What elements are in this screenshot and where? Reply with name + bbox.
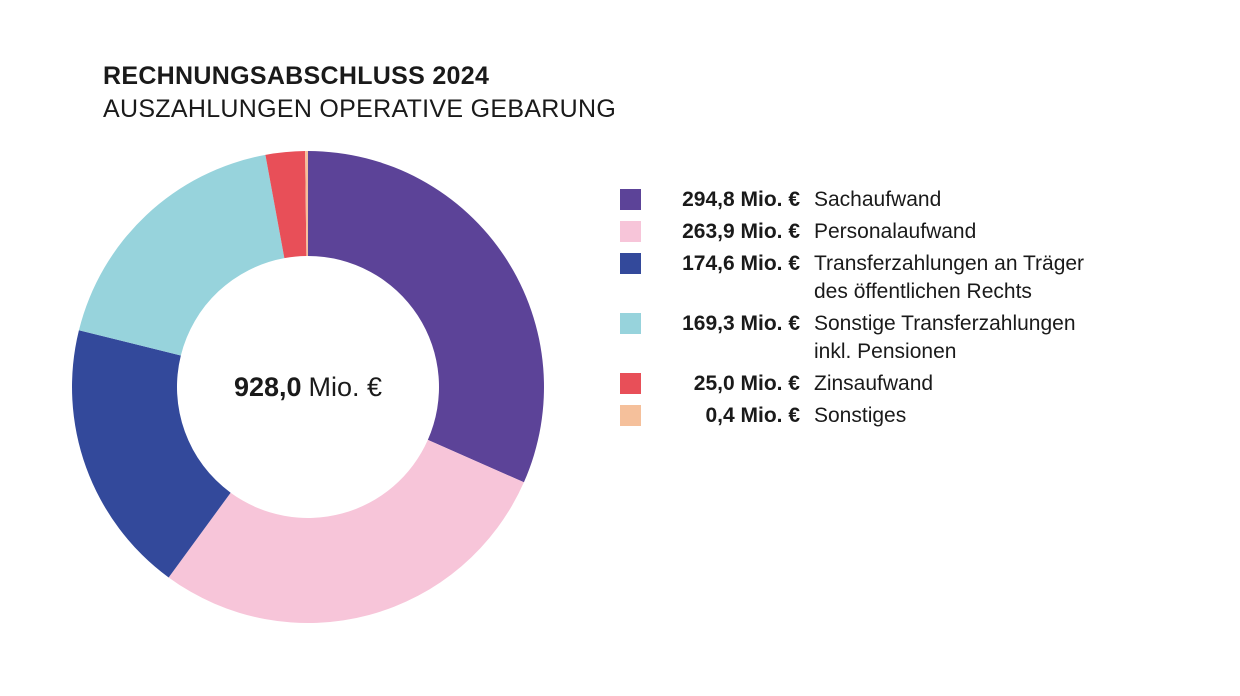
legend-label: Personalaufwand xyxy=(814,220,977,243)
legend-swatch-zinsaufwand xyxy=(620,373,641,394)
donut-chart-area: 928,0 Mio. € xyxy=(72,151,544,623)
donut-segment-transferzahlungen-traeger xyxy=(72,330,231,578)
legend-value: 169,3 Mio. € xyxy=(682,312,800,335)
chart-header: RECHNUNGSABSCHLUSS 2024 AUSZAHLUNGEN OPE… xyxy=(103,60,616,126)
legend-swatch-transferzahlungen-traeger xyxy=(620,253,641,274)
legend-row: 294,8 Mio. € Sachaufwand xyxy=(620,186,1084,214)
chart-title: RECHNUNGSABSCHLUSS 2024 xyxy=(103,62,490,90)
legend-value: 294,8 Mio. € xyxy=(682,188,800,211)
legend-row: 263,9 Mio. € Personalaufwand xyxy=(620,218,1084,246)
donut-segment-sachaufwand xyxy=(308,151,544,483)
legend-swatch-sonstiges xyxy=(620,405,641,426)
chart-subtitle: AUSZAHLUNGEN OPERATIVE GEBARUNG xyxy=(103,95,617,123)
donut-segment-sonstige-transferzahlungen xyxy=(78,154,285,356)
legend-value: 263,9 Mio. € xyxy=(682,220,800,243)
legend-label: Sonstige Transferzahlungen inkl. Pension… xyxy=(814,312,1076,363)
legend: 294,8 Mio. € Sachaufwand 263,9 Mio. € Pe… xyxy=(620,186,1084,434)
legend-label: Sonstiges xyxy=(814,404,907,427)
legend-label: Transferzahlungen an Träger des öffentli… xyxy=(814,252,1085,303)
legend-swatch-sonstige-transferzahlungen xyxy=(620,313,641,334)
donut-chart xyxy=(72,151,544,623)
legend-row: 25,0 Mio. € Zinsaufwand xyxy=(620,370,1084,398)
legend-label: Zinsaufwand xyxy=(814,372,934,395)
legend-swatch-personalaufwand xyxy=(620,221,641,242)
legend-row: 169,3 Mio. € Sonstige Transferzahlungen … xyxy=(620,310,1084,366)
legend-value: 174,6 Mio. € xyxy=(682,252,800,275)
legend-row: 174,6 Mio. € Transferzahlungen an Träger… xyxy=(620,250,1084,306)
legend-value: 0,4 Mio. € xyxy=(705,404,800,427)
legend-value: 25,0 Mio. € xyxy=(693,372,800,395)
donut-segment-sonstiges xyxy=(305,151,308,257)
donut-segment-zinsaufwand xyxy=(265,151,307,259)
legend-swatch-sachaufwand xyxy=(620,189,641,210)
donut-segment-personalaufwand xyxy=(168,439,524,623)
legend-row: 0,4 Mio. € Sonstiges xyxy=(620,402,1084,430)
legend-label: Sachaufwand xyxy=(814,188,942,211)
